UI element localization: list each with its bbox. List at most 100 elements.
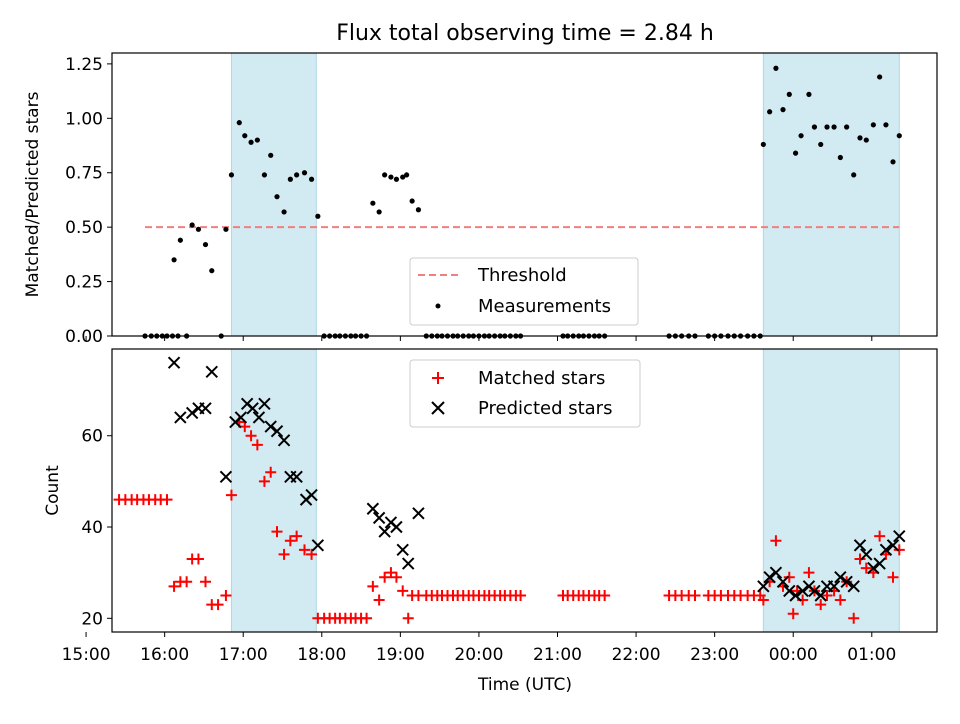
y-tick-label: 0.00	[65, 327, 103, 347]
x-tick-label: 18:00	[297, 645, 346, 665]
predicted-star-marker	[893, 529, 906, 543]
measurement-point	[248, 139, 254, 145]
predicted-star-marker	[185, 406, 199, 420]
y-tick-label: 20	[81, 609, 103, 629]
predicted-star-marker	[776, 575, 790, 588]
measurement-point	[281, 209, 287, 215]
measurement-point	[202, 241, 209, 248]
measurement-point	[388, 174, 394, 180]
measurement-point	[844, 124, 850, 130]
legend-measurements-swatch	[435, 303, 441, 309]
measurement-point	[851, 172, 857, 178]
predicted-star-marker	[305, 488, 318, 502]
matched-star-marker	[848, 612, 860, 624]
measurement-point	[268, 152, 274, 158]
bottom-x-ticks: 15:00 16:00 17:00 18:00 19:00 20:00 21:00 22:00…	[62, 632, 896, 665]
matched-star-marker	[893, 544, 905, 556]
predicted-star-marker	[763, 571, 776, 584]
predicted-star-marker	[847, 580, 860, 593]
measurement-point	[236, 120, 242, 126]
top-panel: Flux total observing time = 2.84 h 0.00 0…	[23, 21, 938, 347]
predicted-star-marker	[412, 507, 425, 520]
matched-star-marker	[402, 612, 414, 624]
y-tick-label: 60	[81, 427, 103, 447]
measurement-point	[831, 124, 837, 130]
top-shaded-intervals	[230, 52, 900, 337]
predicted-star-marker	[174, 411, 187, 424]
top-axes-frame	[111, 52, 938, 337]
matched-star-marker	[390, 571, 402, 583]
predicted-star-marker	[402, 557, 415, 570]
measurement-point	[786, 91, 792, 97]
matched-star-marker	[815, 599, 827, 611]
measurement-point	[223, 226, 229, 232]
predicted-star-marker	[879, 543, 893, 557]
y-tick-label: 1.25	[65, 55, 103, 75]
legend-threshold-label: Threshold	[477, 265, 567, 286]
matched-star-marker	[854, 553, 866, 565]
matched-star-marker	[373, 594, 385, 606]
measurement-point	[792, 150, 799, 156]
measurement-point	[254, 137, 260, 143]
measurement-point	[315, 213, 321, 219]
predicted-star-points	[167, 356, 906, 602]
measurement-point	[760, 141, 766, 148]
measurement-point	[189, 222, 195, 228]
legend-measurements-label: Measurements	[478, 296, 611, 317]
matched-star-marker	[887, 571, 899, 583]
predicted-star-marker	[873, 557, 886, 570]
y-tick-label: 0.25	[65, 273, 103, 293]
matched-star-marker	[783, 571, 795, 583]
matched-star-marker	[689, 589, 701, 601]
matched-star-marker	[787, 608, 799, 620]
matched-star-marker	[168, 580, 180, 592]
predicted-star-marker	[814, 589, 827, 602]
x-tick-label: 01:00	[847, 645, 896, 665]
measurement-point	[287, 176, 293, 182]
measurement-point	[806, 91, 812, 97]
shaded-interval-1	[762, 52, 900, 337]
predicted-star-marker	[290, 470, 303, 484]
matched-star-marker	[834, 594, 846, 606]
matched-star-marker	[258, 475, 270, 487]
predicted-star-marker	[867, 561, 880, 575]
legend-matched-label: Matched stars	[478, 368, 605, 389]
predicted-star-marker	[378, 525, 391, 538]
predicted-star-marker	[264, 420, 277, 433]
y-tick-label: 0.75	[65, 164, 103, 184]
measurement-point	[261, 172, 268, 178]
y-tick-label: 40	[81, 518, 103, 538]
bottom-panel: 20 40 60 15:00 16:00 17:00 18:00 19:00 20:00 21:…	[43, 348, 938, 695]
predicted-star-marker	[783, 584, 796, 598]
matched-star-marker	[212, 599, 224, 611]
measurement-point	[877, 74, 883, 80]
bottom-legend: Matched stars Predicted stars	[409, 359, 641, 428]
matched-star-marker	[161, 494, 173, 506]
measurement-point	[274, 194, 280, 200]
predicted-star-marker	[834, 571, 847, 584]
predicted-star-marker	[769, 566, 783, 579]
x-tick-label: 21:00	[533, 645, 582, 665]
matched-star-marker	[770, 535, 782, 547]
measurement-point	[400, 174, 406, 180]
measurement-point	[242, 133, 248, 139]
shaded-interval-0	[230, 348, 317, 633]
predicted-star-marker	[277, 434, 291, 447]
x-tick-label: 22:00	[612, 645, 661, 665]
legend-predicted-swatch	[431, 401, 445, 415]
top-legend: Threshold Measurements	[409, 257, 639, 326]
matched-star-marker	[271, 526, 283, 538]
x-tick-label: 20:00	[454, 645, 503, 665]
matched-star-marker	[225, 489, 237, 501]
matched-star-marker	[245, 430, 257, 442]
matched-star-marker	[278, 548, 290, 560]
matched-star-marker	[821, 589, 833, 601]
x-tick-label: 17:00	[219, 645, 268, 665]
top-legend-box	[409, 257, 639, 326]
measurement-point	[818, 141, 824, 148]
matched-star-marker	[200, 576, 211, 588]
top-chart-title: Flux total observing time = 2.84 h	[336, 21, 714, 46]
matched-star-marker	[251, 439, 263, 451]
predicted-star-marker	[827, 580, 841, 593]
